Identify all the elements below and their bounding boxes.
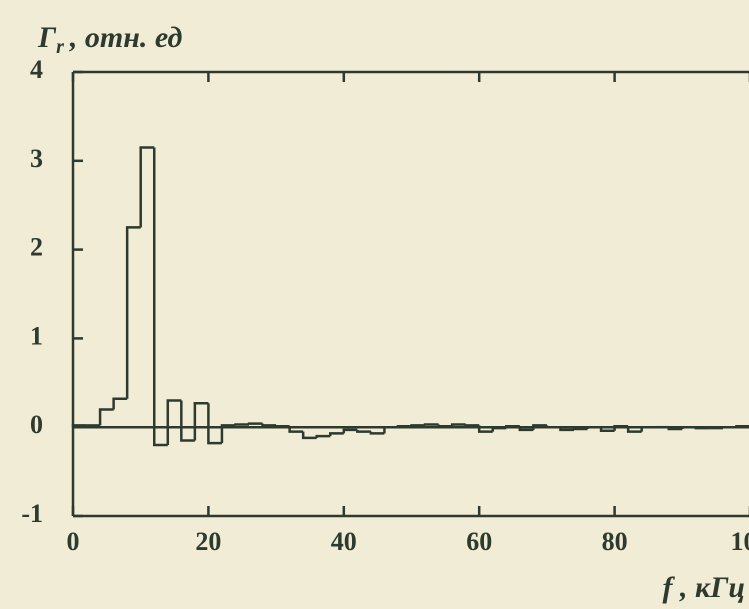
histogram-step	[518, 426, 534, 432]
y-tick-label: 2	[30, 233, 43, 262]
histogram-step	[396, 425, 412, 428]
x-tick-label: 100	[731, 527, 749, 556]
histogram-step	[125, 226, 141, 399]
y-tick-label: 4	[30, 55, 43, 84]
histogram-step	[329, 432, 344, 437]
histogram-step	[315, 434, 331, 438]
histogram-step	[626, 426, 642, 433]
histogram-step	[288, 426, 304, 433]
histogram-step	[545, 425, 561, 429]
x-axis-label: f , кГц	[663, 571, 746, 604]
histogram-step	[437, 424, 453, 428]
histogram-step	[464, 424, 480, 427]
histogram-step	[667, 427, 683, 431]
histogram-step	[491, 426, 507, 432]
histogram-step	[505, 425, 520, 429]
y-tick-label: 0	[30, 410, 43, 439]
y-tick-label: 3	[30, 144, 43, 173]
histogram-step	[234, 423, 250, 426]
histogram-step	[599, 427, 615, 433]
histogram-step	[694, 426, 710, 430]
histogram-step	[301, 431, 317, 440]
x-tick-label: 40	[331, 527, 357, 556]
x-tick-label: 60	[466, 527, 492, 556]
histogram-step	[721, 425, 737, 429]
histogram-step	[166, 399, 182, 445]
histogram-step	[98, 408, 114, 426]
y-axis-label: Гr, отн. ед	[37, 21, 182, 58]
histogram-step	[613, 425, 629, 431]
histogram-step	[383, 425, 398, 434]
histogram-step	[139, 146, 155, 228]
histogram-step	[180, 400, 195, 442]
histogram-step	[450, 423, 466, 427]
histogram-step	[274, 425, 290, 428]
y-label-main: Г	[37, 21, 57, 54]
histogram-step	[423, 423, 439, 426]
y-label-sub: r	[56, 36, 64, 58]
histogram-step	[112, 397, 128, 410]
histogram-step	[532, 424, 547, 430]
histogram-step	[410, 424, 426, 427]
y-label-rest: , отн. ед	[69, 21, 183, 54]
histogram-step	[559, 427, 574, 432]
histogram-step	[735, 425, 749, 428]
histogram-step	[152, 147, 168, 447]
histogram-step	[681, 425, 696, 429]
y-tick-label: -1	[21, 499, 43, 528]
histogram-step	[247, 422, 263, 425]
histogram-step	[220, 424, 236, 444]
y-tick-label: 1	[30, 321, 43, 350]
x-tick-label: 80	[602, 527, 628, 556]
histogram-step	[369, 431, 385, 435]
histogram-step	[572, 427, 588, 431]
x-tick-label: 0	[67, 527, 80, 556]
histogram-step	[193, 401, 209, 441]
x-tick-label: 20	[195, 527, 221, 556]
histogram-step	[640, 425, 656, 432]
histogram-step	[356, 429, 371, 433]
histogram-step	[342, 428, 358, 434]
histogram-step	[71, 424, 87, 428]
histogram-step	[586, 425, 602, 429]
histogram-step	[207, 403, 222, 445]
histogram-step	[261, 423, 277, 427]
histogram-step	[477, 425, 493, 433]
